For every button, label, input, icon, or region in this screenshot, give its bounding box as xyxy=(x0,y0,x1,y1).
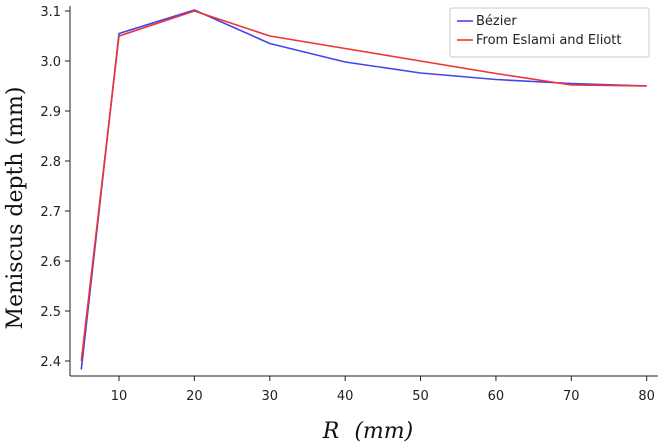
ticks: 10 20 30 40 50 60 70 80 2.4 2.5 2.6 2.7 2.8 2.9 3.0 3.1 xyxy=(40,5,655,404)
x-tick-label: 20 xyxy=(186,389,203,404)
y-tick-label: 2.4 xyxy=(40,355,61,370)
series-line-eslami-eliott xyxy=(80,10,647,362)
y-tick-label: 2.6 xyxy=(40,255,61,270)
x-tick-label: 60 xyxy=(488,389,505,404)
x-tick-label: 30 xyxy=(261,389,278,404)
x-axis-unit: (mm) xyxy=(354,419,413,444)
legend-label-bezier: Bézier xyxy=(476,14,517,29)
y-axis-title: Meniscus depth (mm) xyxy=(3,87,28,330)
y-tick-label: 2.5 xyxy=(40,305,61,320)
legend: Bézier From Eslami and Eliott xyxy=(449,7,650,58)
y-tick-label: 3.0 xyxy=(40,55,61,70)
y-tick-label: 3.1 xyxy=(40,5,61,20)
x-tick-label: 40 xyxy=(337,389,354,404)
legend-box xyxy=(449,7,650,58)
y-tick-label: 2.7 xyxy=(40,205,61,220)
y-tick-label: 2.8 xyxy=(40,155,61,170)
axes xyxy=(69,6,658,377)
y-tick-label: 2.9 xyxy=(40,105,61,120)
x-tick-label: 50 xyxy=(412,389,429,404)
x-tick-label: 10 xyxy=(111,389,128,404)
series-line-bezier xyxy=(80,9,647,370)
legend-label-eslami: From Eslami and Eliott xyxy=(476,33,622,48)
series-lines xyxy=(80,9,647,370)
x-axis-variable: R xyxy=(322,419,340,444)
x-tick-label: 70 xyxy=(563,389,580,404)
x-axis-title: R (mm) xyxy=(322,419,413,444)
x-tick-label: 80 xyxy=(638,389,655,404)
